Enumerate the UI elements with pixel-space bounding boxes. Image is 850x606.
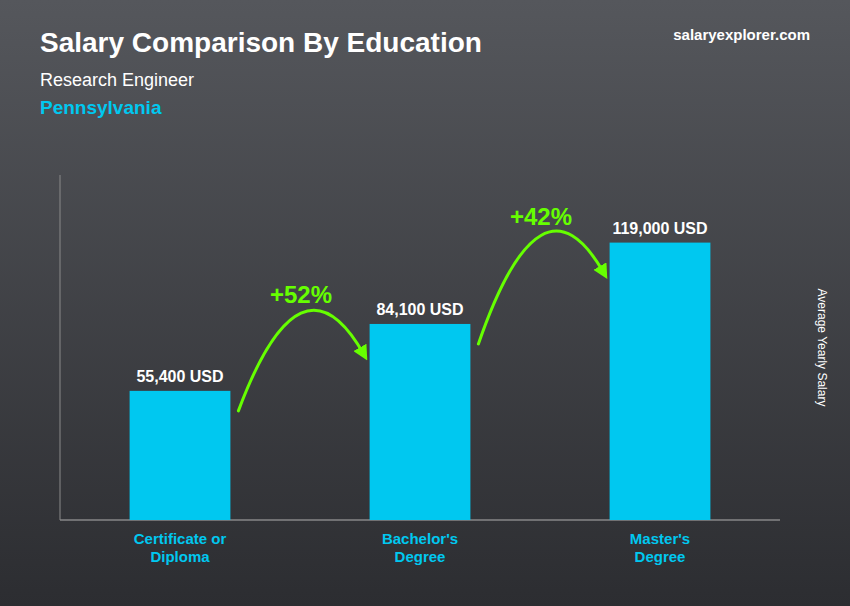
y-axis-label: Average Yearly Salary [815,289,829,407]
tick-label-line: Certificate or [134,530,227,547]
data-label: 119,000 USD [612,220,707,237]
annotation: +52% [270,281,332,308]
tick-label-line: Degree [395,548,446,565]
tick-label-line: Degree [635,548,686,565]
tick-label-line: Diploma [150,548,210,565]
subtitle: Research Engineer [40,70,194,90]
x-tick-label: Certificate orDiploma [134,530,227,565]
growth-arrow [478,231,603,344]
annotation: +42% [510,203,572,230]
bar [130,391,231,520]
chart-container: Salary Comparison By Education Research E… [0,0,850,606]
y-axis [60,175,61,520]
tick-label-line: Bachelor's [382,530,458,547]
bars [130,243,711,520]
data-label: 55,400 USD [136,368,223,385]
x-tick-label: Master'sDegree [630,530,690,565]
background [0,0,850,606]
source: salaryexplorer.com [673,26,810,43]
bar [370,324,471,520]
x-tick-label: Bachelor'sDegree [382,530,458,565]
growth-arrow [238,310,363,411]
tick-label-line: Master's [630,530,690,547]
chart: Salary Comparison By Education Research E… [0,0,850,606]
subtitle: Pennsylvania [40,97,162,118]
title: Salary Comparison By Education [40,27,482,58]
bar [610,243,711,520]
data-label: 84,100 USD [376,301,463,318]
